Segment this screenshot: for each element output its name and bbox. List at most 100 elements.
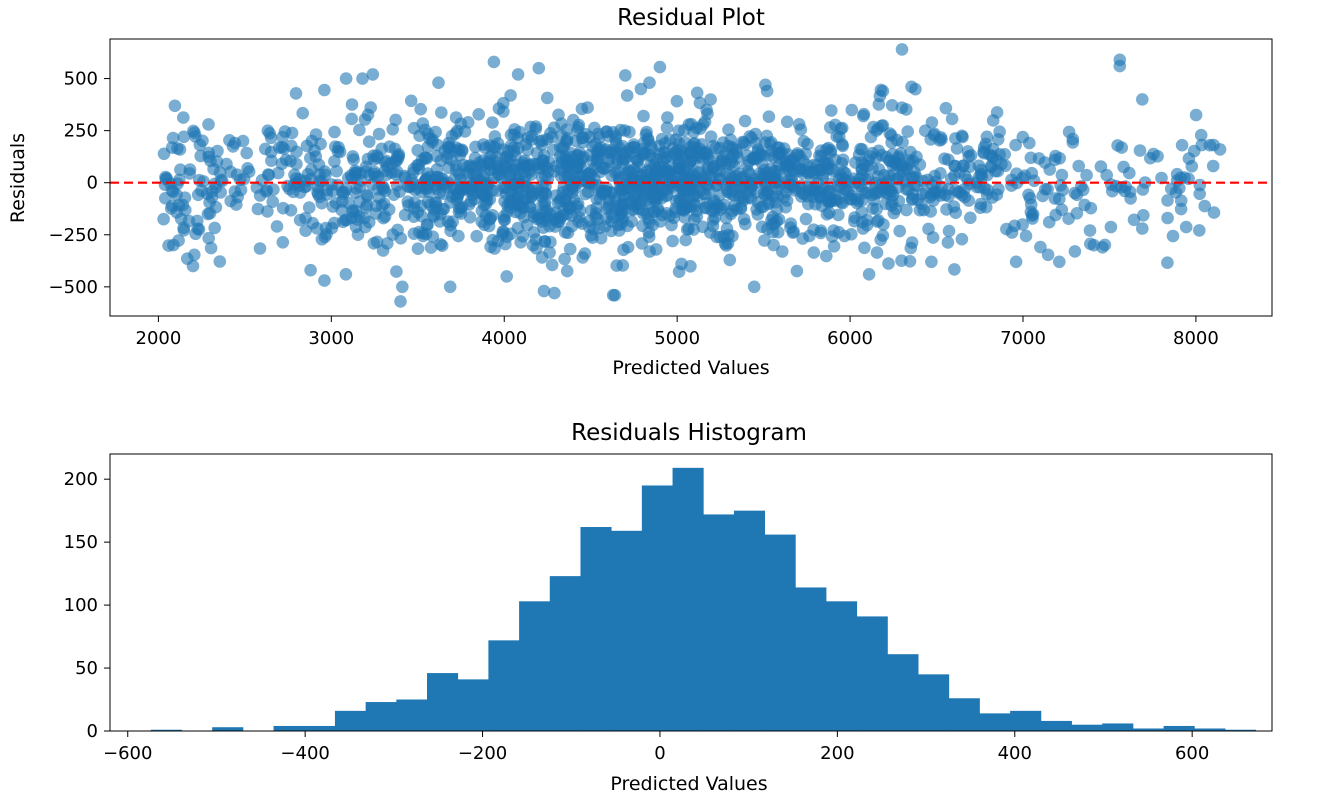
histogram-bar	[150, 729, 182, 731]
residual-point	[763, 149, 776, 162]
residual-point	[360, 198, 374, 212]
x-tick-label: −600	[103, 743, 152, 764]
residual-point	[957, 159, 970, 172]
residual-point	[449, 127, 463, 140]
residual-point	[670, 94, 684, 108]
residual-point	[825, 162, 838, 176]
residual-point	[563, 242, 577, 256]
residual-point	[948, 263, 961, 276]
residual-point	[618, 189, 632, 202]
residual-point	[949, 206, 962, 219]
residual-point	[507, 128, 521, 142]
residual-point	[407, 227, 421, 240]
x-tick-label: 4000	[481, 328, 527, 349]
residual-point	[380, 168, 394, 181]
residual-point	[1068, 245, 1082, 258]
residual-plot-y-axis-label: Residuals	[7, 133, 29, 223]
residual-point	[823, 184, 837, 198]
residual-point	[683, 145, 696, 159]
residual-point	[1018, 169, 1032, 182]
residual-point	[326, 200, 340, 213]
residual-point	[964, 211, 977, 225]
residual-point	[939, 101, 953, 115]
residual-point	[418, 123, 432, 137]
residual-point	[739, 217, 752, 231]
residual-point	[391, 153, 404, 166]
residual-point	[801, 137, 814, 151]
residual-point	[924, 205, 937, 218]
residual-point	[412, 158, 425, 172]
residual-point	[661, 111, 674, 124]
histogram-bar	[365, 702, 397, 731]
residual-point	[723, 253, 737, 267]
histogram-bar	[334, 710, 367, 731]
residual-point	[1080, 168, 1093, 182]
residual-point	[179, 203, 192, 217]
residual-point	[393, 185, 407, 198]
residual-point	[200, 187, 214, 200]
residual-point	[895, 43, 909, 56]
residual-point	[208, 221, 221, 235]
residual-point	[328, 216, 341, 230]
residual-point	[1187, 144, 1201, 158]
residual-point	[545, 258, 559, 272]
residual-point	[738, 114, 752, 128]
residual-point	[741, 165, 755, 179]
residual-point	[619, 69, 632, 82]
residual-point	[358, 211, 371, 225]
residual-point	[264, 131, 278, 145]
residual-point	[479, 198, 493, 211]
residual-point	[656, 155, 670, 168]
residual-point	[771, 225, 785, 239]
residual-point	[560, 123, 573, 136]
residual-point	[1055, 168, 1069, 182]
residual-point	[296, 106, 310, 120]
residual-point	[942, 189, 955, 203]
residual-point	[706, 219, 720, 233]
residual-point	[849, 156, 862, 169]
residual-point	[240, 146, 253, 160]
residual-point	[1041, 248, 1055, 262]
residual-point	[223, 134, 236, 147]
residual-point	[288, 168, 301, 182]
residual-point	[900, 203, 913, 217]
residual-point	[612, 224, 626, 237]
residual-point	[526, 187, 539, 200]
residual-point	[814, 144, 828, 157]
residual-point	[1005, 179, 1018, 192]
residual-point	[1189, 108, 1203, 122]
histogram-bar	[304, 725, 336, 731]
residual-point	[980, 130, 994, 144]
residual-point	[991, 133, 1005, 146]
residual-point	[1124, 192, 1137, 205]
residual-point	[793, 164, 806, 178]
residual-point	[485, 147, 499, 161]
residual-point	[716, 154, 729, 167]
residual-point	[961, 173, 974, 187]
residual-point	[542, 155, 556, 169]
residual-point	[313, 190, 327, 204]
residual-point	[411, 144, 425, 157]
residual-point	[928, 186, 942, 199]
residual-point	[538, 198, 551, 212]
residual-point	[570, 155, 583, 168]
histogram-bar	[918, 674, 950, 731]
residual-point	[905, 80, 918, 94]
histogram-bar	[549, 576, 581, 731]
residual-point	[728, 159, 741, 173]
residual-point	[404, 94, 418, 108]
residual-point	[636, 147, 650, 161]
histogram-bars-layer	[150, 467, 1257, 731]
x-tick-label: 0	[654, 743, 665, 764]
residual-point	[421, 182, 435, 195]
histogram-bar	[979, 713, 1011, 731]
residual-point	[745, 131, 758, 145]
residual-point	[486, 116, 499, 129]
residual-point	[203, 207, 217, 220]
residual-point	[964, 149, 978, 162]
residual-point	[1115, 141, 1128, 154]
residual-point	[1161, 194, 1174, 207]
residual-point	[773, 147, 786, 161]
residual-point	[787, 152, 800, 166]
residual-point	[866, 202, 879, 215]
